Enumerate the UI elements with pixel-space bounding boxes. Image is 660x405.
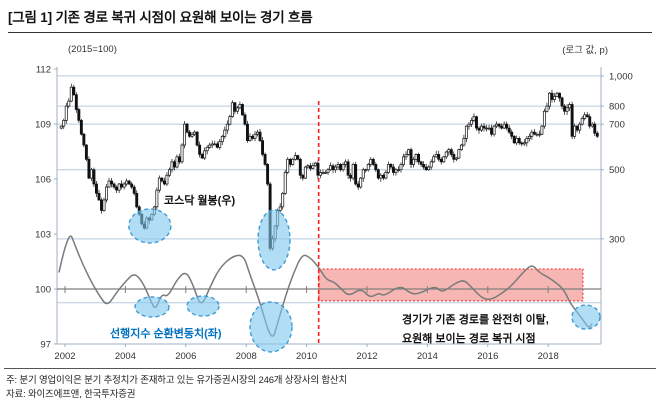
leading-index-line	[58, 235, 593, 337]
figure-title: [그림 1] 기존 경로 복귀 시점이 요원해 보이는 경기 흐름	[8, 10, 313, 25]
kosdaq-2008-low-ellipse	[257, 209, 291, 271]
left-tick-97: 97	[40, 340, 51, 351]
kosdaq-2004-low-ellipse	[128, 208, 172, 244]
line-breakdown-2019-ellipse	[571, 304, 601, 330]
x-tick-2004: 2004	[115, 351, 136, 362]
left-tick-106: 106	[35, 175, 51, 186]
line-trough-2008-ellipse	[249, 301, 293, 353]
right-axis-unit: (로그 값, p)	[562, 44, 608, 56]
x-tick-2002: 2002	[54, 351, 75, 362]
kosdaq-series-label: 코스닥 월봉(우)	[164, 193, 235, 207]
footer-divider	[4, 368, 656, 369]
x-tick-2018: 2018	[538, 351, 559, 362]
x-tick-2012: 2012	[356, 351, 377, 362]
right-tick-800: 800	[609, 102, 625, 113]
right-tick-300: 300	[609, 234, 625, 245]
left-tick-103: 103	[35, 230, 51, 241]
left-tick-109: 109	[35, 120, 51, 131]
right-tick-1000: 1,000	[609, 71, 633, 82]
axes	[54, 67, 604, 347]
left-tick-100: 100	[35, 285, 51, 296]
left-tick-112: 112	[36, 65, 51, 76]
line-dip-2006-ellipse	[186, 295, 220, 317]
x-tick-2006: 2006	[175, 351, 196, 362]
axis-labels: (2015=100) (로그 값, p) 112 109 106 103 100 97 1,00…	[35, 44, 633, 362]
footnote-source: 자료: 와이즈에프앤, 한국투자증권	[6, 389, 136, 400]
x-tick-2016: 2016	[477, 351, 498, 362]
offpath-annotation-line1: 경기가 기존 경로를 완전히 이탈,	[402, 312, 549, 326]
x-tick-2008: 2008	[236, 351, 257, 362]
right-tick-700: 700	[609, 120, 625, 131]
title-divider	[8, 32, 652, 33]
offpath-annotation-line2: 요원해 보이는 경로 복귀 시점	[402, 331, 536, 345]
footnote-note: 주: 분기 영업이익은 분기 추정치가 존재하고 있는 유가증권시장의 246개…	[6, 375, 347, 386]
annotations: 코스닥 월봉(우) 선행지수 순환변동치(좌) 경기가 기존 경로를 완전히 이탈,…	[110, 193, 549, 345]
baseline-100	[57, 286, 601, 294]
line-dip-2005-ellipse	[134, 296, 170, 318]
left-axis-unit: (2015=100)	[68, 44, 117, 55]
highlight-ellipses	[128, 208, 601, 353]
leading-index-series-label: 선행지수 순환변동치(좌)	[110, 326, 222, 340]
x-tick-2014: 2014	[417, 351, 438, 362]
right-tick-500: 500	[609, 165, 625, 176]
x-tick-2010: 2010	[296, 351, 317, 362]
